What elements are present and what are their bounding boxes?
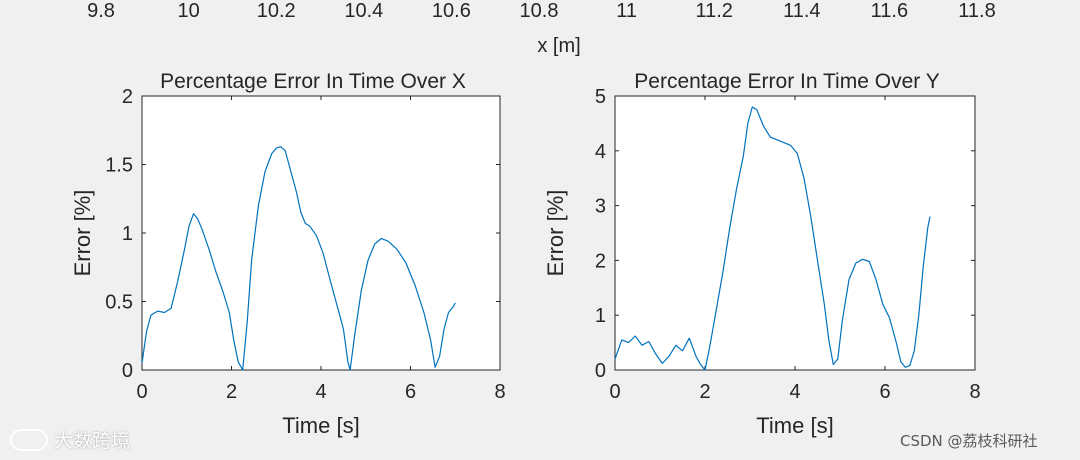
top-axis-tick-label: 11.2 xyxy=(695,0,732,22)
y-tick-label: 0.5 xyxy=(105,292,133,314)
x-tick-label: 0 xyxy=(609,381,620,403)
top-axis-label: x [m] xyxy=(537,35,580,57)
x-axis-label: Time [s] xyxy=(756,413,833,438)
top-axis-tick-label: 10.2 xyxy=(257,0,296,22)
top-axis: x [m] 9.8 10 10.2 10.4 10.6 10.8 11 11.2 11.4 11.… xyxy=(87,0,996,57)
chart-title: Percentage Error In Time Over X xyxy=(160,70,466,93)
watermark-left-text: 大数跨境 xyxy=(54,430,131,452)
y-tick-label: 5 xyxy=(595,86,606,108)
chart-title: Percentage Error In Time Over Y xyxy=(634,70,939,93)
x-tick-label: 6 xyxy=(405,381,416,403)
y-tick-label: 0 xyxy=(122,360,133,382)
x-tick-label: 4 xyxy=(789,381,800,403)
top-axis-tick-label: 11.4 xyxy=(783,0,820,22)
x-tick-label: 0 xyxy=(136,381,147,403)
y-tick-label: 0 xyxy=(595,360,606,382)
y-tick-label: 1 xyxy=(595,305,606,327)
y-axis-label: Error [%] xyxy=(543,190,568,277)
plot-area xyxy=(141,95,501,371)
y-axis-label: Error [%] xyxy=(70,190,95,277)
x-tick-label: 2 xyxy=(699,381,710,403)
top-axis-tick-label: 10 xyxy=(177,0,199,22)
top-axis-tick-label: 11.6 xyxy=(871,0,908,22)
y-tick-label: 3 xyxy=(595,196,606,218)
top-axis-tick-label: 10.8 xyxy=(520,0,559,22)
top-axis-tick-label: 11 xyxy=(616,0,637,22)
y-tick-label: 2 xyxy=(122,86,133,108)
series-line xyxy=(614,106,931,371)
x-tick-label: 6 xyxy=(879,381,890,403)
x-axis-label: Time [s] xyxy=(282,413,359,438)
chart-2: 0 2 4 6 8 0 1 2 3 4 5 Percentage Error In Time Over… xyxy=(543,70,981,438)
watermark-right: CSDN @荔枝科研社 xyxy=(900,432,1038,450)
plot-area xyxy=(614,95,976,371)
watermark-logo-icon xyxy=(10,428,48,451)
x-tick-label: 8 xyxy=(969,381,980,403)
x-tick-label: 4 xyxy=(315,381,326,403)
chart-1: 0 2 4 6 8 0 0.5 1 1.5 2 Percentage Error In Time O… xyxy=(70,70,506,438)
series-line xyxy=(141,146,456,371)
top-axis-tick-label: 10.6 xyxy=(432,0,471,22)
y-tick-label: 1.5 xyxy=(105,155,133,177)
charts: 0 2 4 6 8 0 0.5 1 1.5 2 Percentage Error In Time O… xyxy=(70,70,981,438)
y-tick-label: 2 xyxy=(595,250,606,272)
top-axis-tick-label: 9.8 xyxy=(87,0,115,22)
y-tick-label: 4 xyxy=(595,141,606,163)
x-tick-label: 2 xyxy=(226,381,237,403)
top-axis-tick-label: 10.4 xyxy=(344,0,383,22)
x-tick-label: 8 xyxy=(494,381,505,403)
y-tick-label: 1 xyxy=(122,223,133,245)
top-axis-tick-label: 11.8 xyxy=(958,0,995,22)
watermark-left: 大数跨境 xyxy=(10,426,130,453)
